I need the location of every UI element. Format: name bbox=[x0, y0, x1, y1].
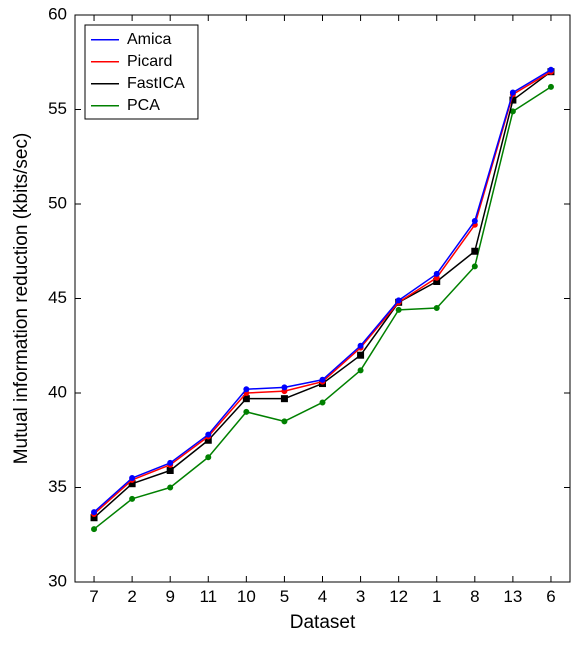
series-marker-pca bbox=[206, 455, 211, 460]
xtick-label: 3 bbox=[356, 587, 365, 606]
legend-label: FastICA bbox=[127, 75, 185, 92]
series-marker-amica bbox=[244, 387, 249, 392]
xtick-label: 6 bbox=[546, 587, 555, 606]
chart-svg: 30 35 40 45 50 55 60 7 2 9 11 10 5 4 3 12 1 8 13 6 Mutual in… bbox=[0, 0, 586, 648]
legend: Amica Picard FastICA PCA bbox=[85, 25, 198, 119]
xtick-label: 1 bbox=[432, 587, 441, 606]
xtick-label: 9 bbox=[165, 587, 174, 606]
series-marker-fastica bbox=[281, 396, 287, 402]
ytick-label: 35 bbox=[48, 477, 67, 496]
xtick-label: 10 bbox=[237, 587, 256, 606]
xtick-label: 12 bbox=[389, 587, 408, 606]
xtick-label: 4 bbox=[318, 587, 327, 606]
series-marker-pca bbox=[320, 400, 325, 405]
series-marker-pca bbox=[472, 264, 477, 269]
ytick-label: 30 bbox=[48, 571, 67, 590]
series-marker-amica bbox=[206, 432, 211, 437]
legend-label: Picard bbox=[127, 53, 172, 70]
series-marker-pca bbox=[168, 485, 173, 490]
series-marker-pca bbox=[396, 307, 401, 312]
series-marker-pca bbox=[282, 419, 287, 424]
ytick-label: 55 bbox=[48, 99, 67, 118]
xtick-label: 11 bbox=[199, 587, 217, 606]
series-marker-amica bbox=[396, 298, 401, 303]
xtick-label: 8 bbox=[470, 587, 479, 606]
legend-label: PCA bbox=[127, 97, 160, 114]
xtick-label: 7 bbox=[89, 587, 98, 606]
ytick-label: 40 bbox=[48, 382, 67, 401]
legend-label: Amica bbox=[127, 31, 172, 48]
xtick-label: 13 bbox=[503, 587, 522, 606]
series-marker-fastica bbox=[243, 396, 249, 402]
series-marker-amica bbox=[434, 271, 439, 276]
series-marker-amica bbox=[130, 476, 135, 481]
ylabel: Mutual information reduction (kbits/sec) bbox=[11, 133, 32, 465]
series-marker-amica bbox=[472, 219, 477, 224]
ytick-label: 50 bbox=[48, 193, 67, 212]
series-marker-amica bbox=[358, 343, 363, 348]
xtick-label: 5 bbox=[280, 587, 289, 606]
series-marker-pca bbox=[548, 84, 553, 89]
series-marker-amica bbox=[510, 90, 515, 95]
series-marker-pca bbox=[130, 496, 135, 501]
ytick-label: 60 bbox=[48, 4, 67, 23]
xtick-label: 2 bbox=[127, 587, 136, 606]
series-marker-fastica bbox=[472, 248, 478, 254]
series-marker-fastica bbox=[358, 352, 364, 358]
series-marker-pca bbox=[92, 527, 97, 532]
xlabel: Dataset bbox=[290, 612, 356, 633]
series-marker-amica bbox=[168, 460, 173, 465]
series-marker-amica bbox=[282, 385, 287, 390]
mi-reduction-chart: 30 35 40 45 50 55 60 7 2 9 11 10 5 4 3 12 1 8 13 6 Mutual in… bbox=[0, 0, 586, 648]
series-marker-amica bbox=[92, 510, 97, 515]
series-marker-pca bbox=[244, 409, 249, 414]
series-marker-amica bbox=[320, 377, 325, 382]
ytick-label: 45 bbox=[48, 288, 67, 307]
series-marker-amica bbox=[548, 67, 553, 72]
series-marker-pca bbox=[434, 305, 439, 310]
series-marker-pca bbox=[358, 368, 363, 373]
series-marker-fastica bbox=[167, 467, 173, 473]
